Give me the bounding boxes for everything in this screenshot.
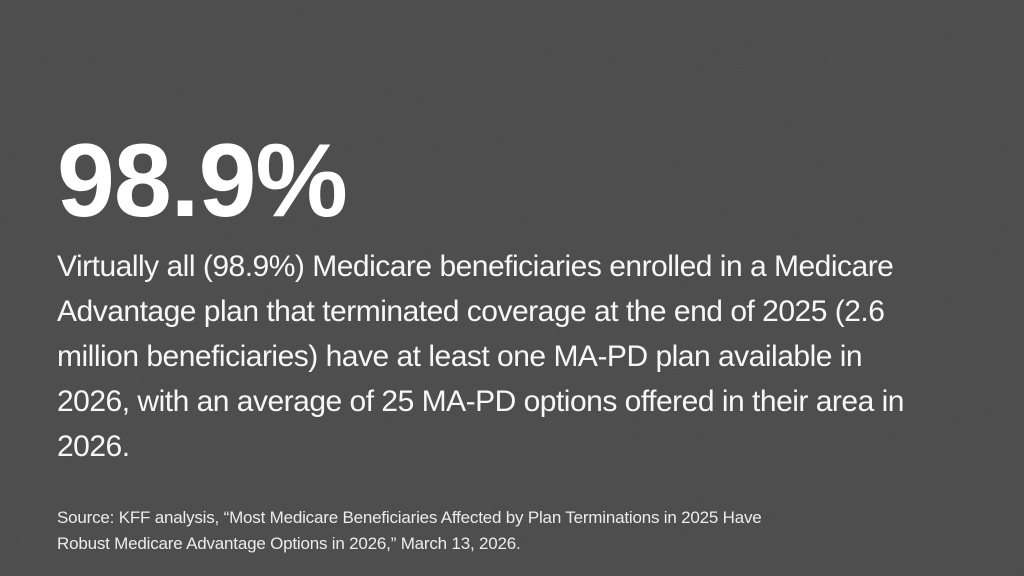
stat-value: 98.9% [57, 123, 348, 239]
source-citation: Source: KFF analysis, “Most Medicare Ben… [57, 508, 762, 553]
stat-description: Virtually all (98.9%) Medicare beneficia… [57, 250, 904, 463]
